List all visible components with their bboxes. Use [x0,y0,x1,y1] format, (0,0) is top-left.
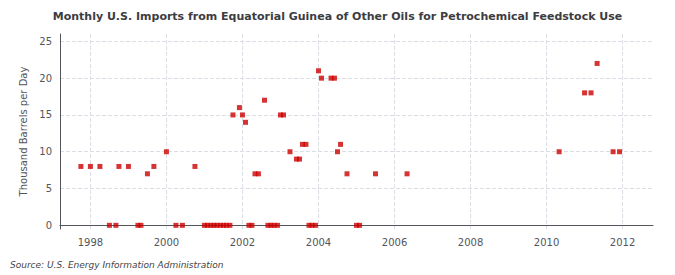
svg-text:2012: 2012 [610,237,635,248]
svg-text:Source: U.S. Energy Informatio: Source: U.S. Energy Information Administ… [10,260,224,270]
svg-text:15: 15 [39,109,52,120]
svg-text:2006: 2006 [382,237,407,248]
svg-text:10: 10 [39,146,52,157]
svg-text:2008: 2008 [458,237,483,248]
svg-text:Thousand Barrels per Day: Thousand Barrels per Day [18,67,29,198]
svg-text:2000: 2000 [154,237,179,248]
svg-text:2010: 2010 [534,237,559,248]
svg-text:25: 25 [39,36,52,47]
svg-text:5: 5 [46,183,52,194]
svg-text:Monthly U.S. Imports from Equa: Monthly U.S. Imports from Equatorial Gui… [53,10,623,23]
svg-text:1998: 1998 [78,237,103,248]
svg-text:20: 20 [39,73,52,84]
svg-text:2004: 2004 [306,237,331,248]
svg-text:2002: 2002 [230,237,255,248]
svg-text:0: 0 [46,220,52,231]
